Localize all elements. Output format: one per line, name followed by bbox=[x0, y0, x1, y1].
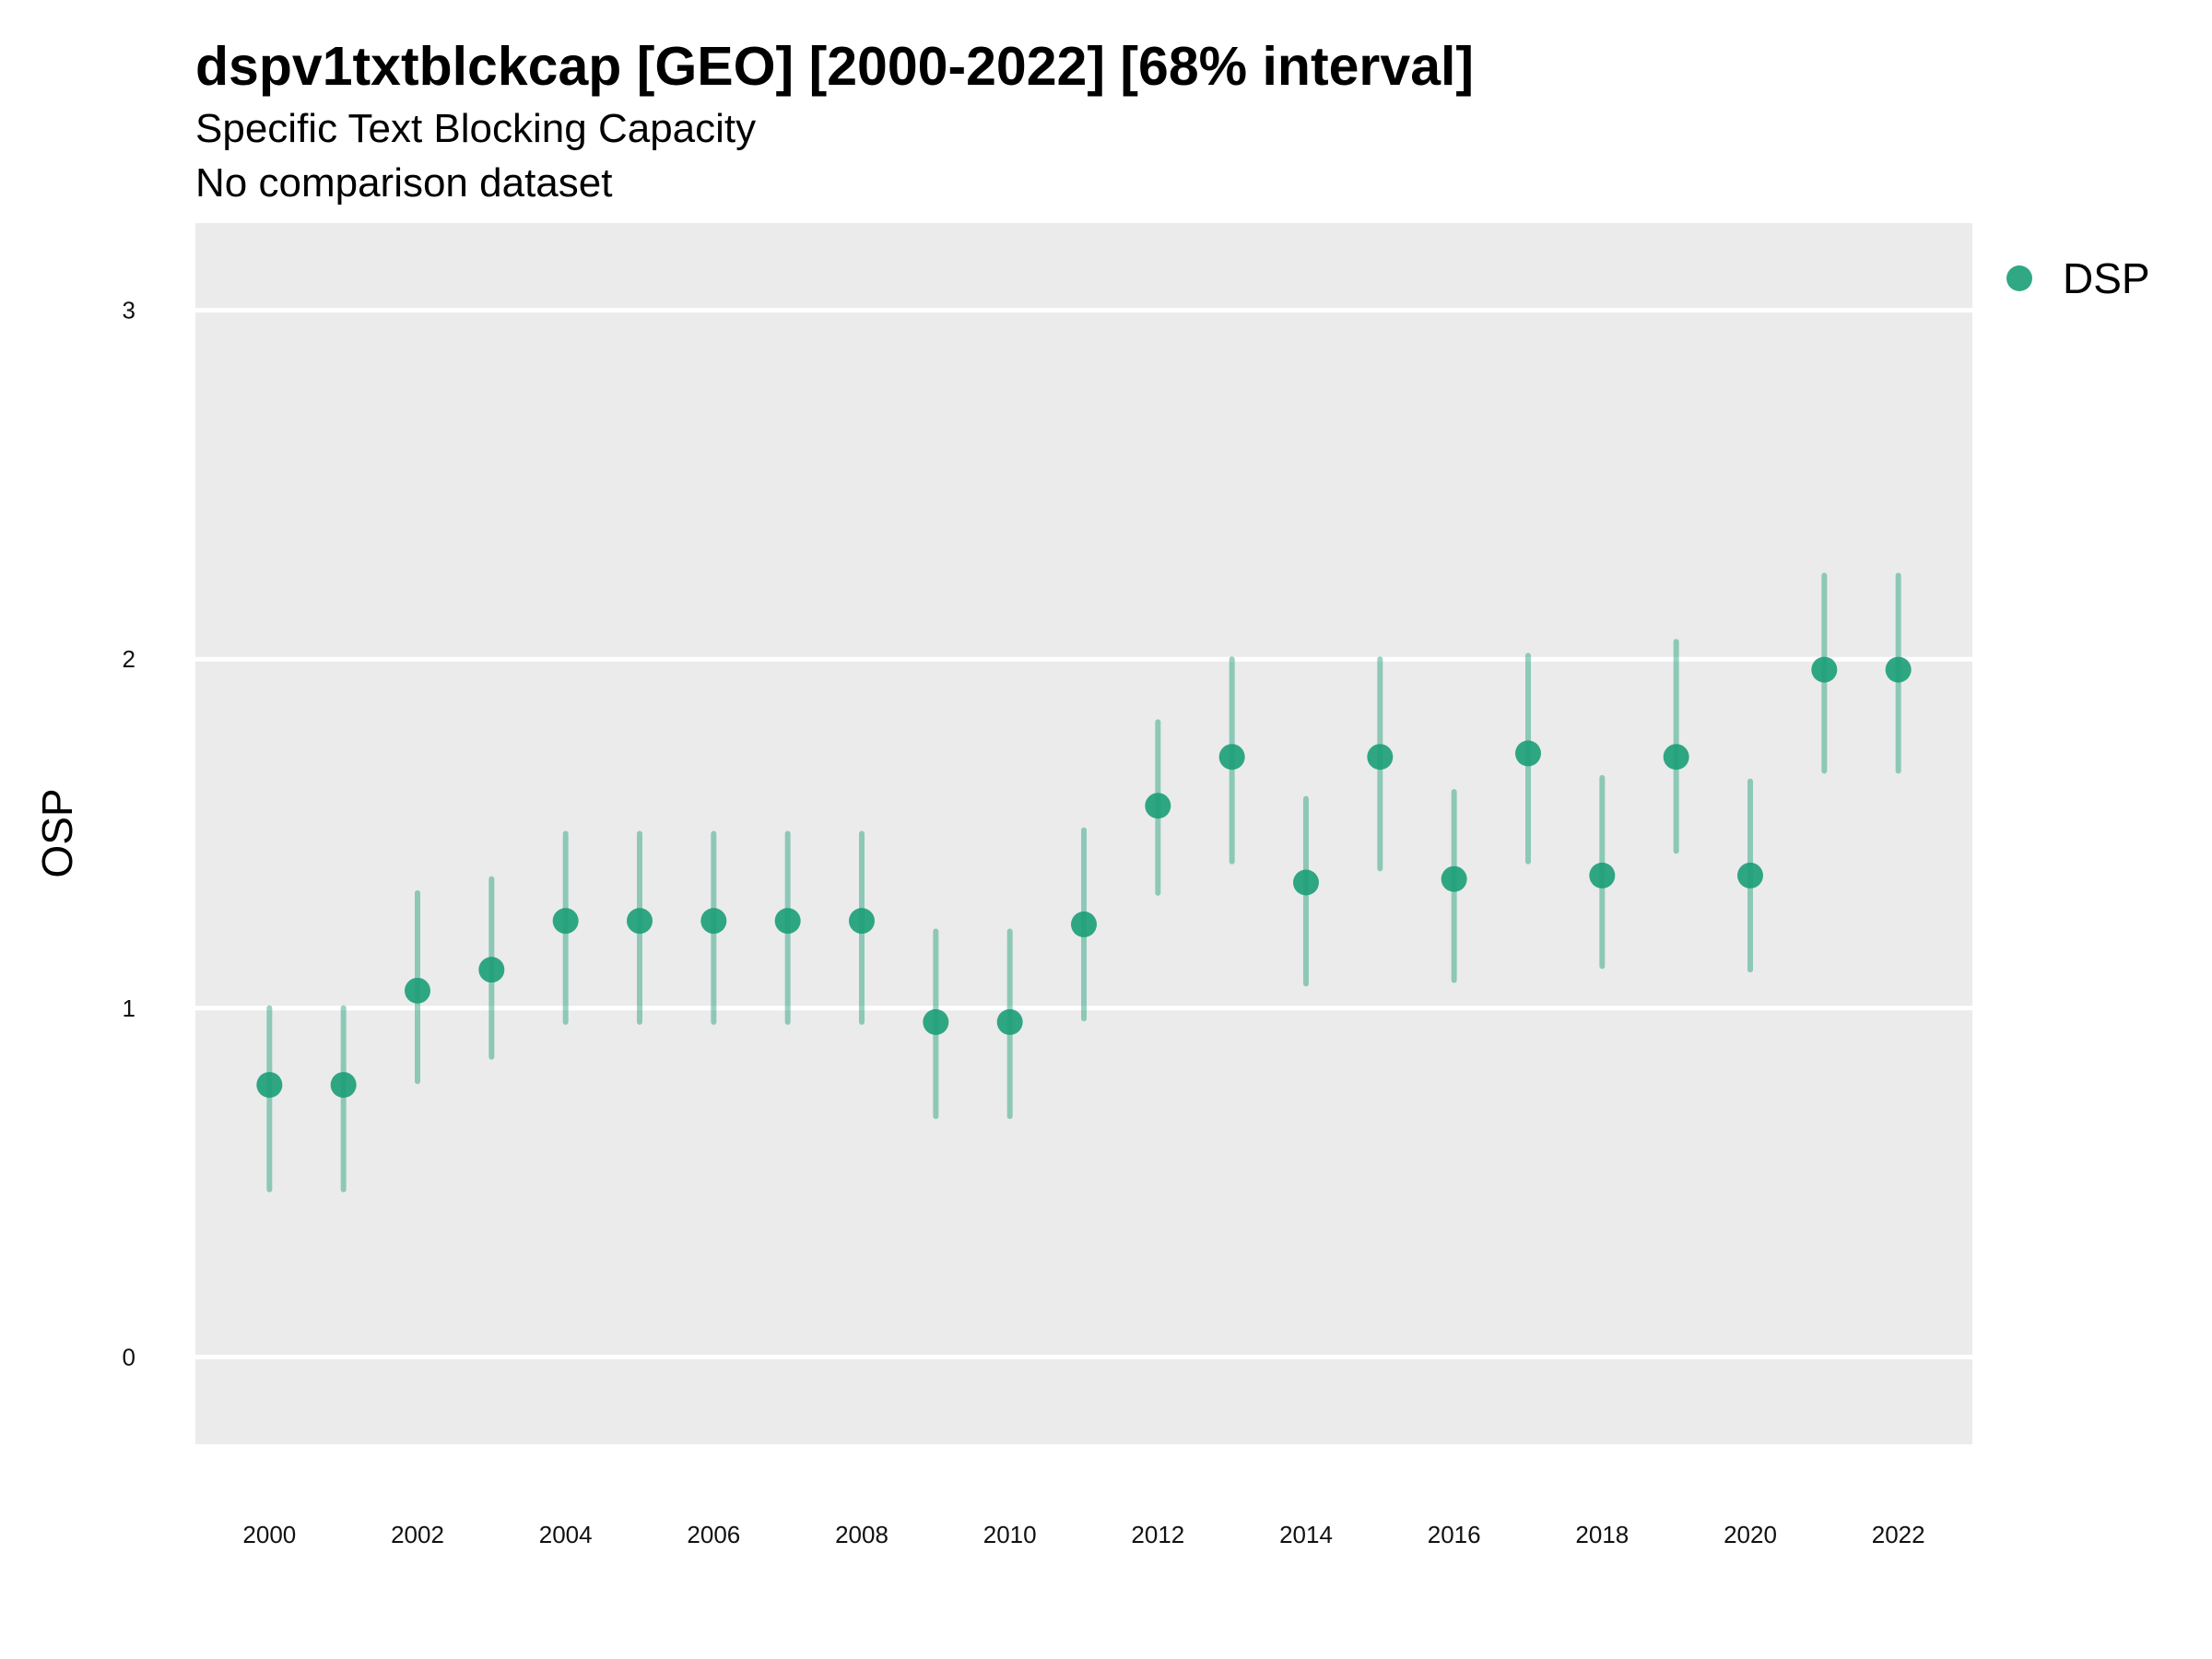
x-tick-label: 2004 bbox=[539, 1521, 593, 1548]
x-tick-label: 2002 bbox=[391, 1521, 444, 1548]
gridlines bbox=[195, 308, 1972, 1359]
data-point bbox=[478, 957, 505, 983]
x-tick-label: 2022 bbox=[1872, 1521, 1925, 1548]
y-tick-label: 1 bbox=[123, 994, 135, 1022]
y-axis-title: OSP bbox=[33, 788, 81, 877]
x-tick-label: 2000 bbox=[242, 1521, 296, 1548]
chart-subtitle: Specific Text Blocking Capacity bbox=[195, 106, 756, 151]
y-tick-label: 3 bbox=[123, 297, 135, 324]
data-point bbox=[700, 908, 727, 935]
data-points bbox=[256, 656, 1912, 1099]
data-point bbox=[552, 908, 579, 935]
legend: DSP bbox=[2006, 254, 2150, 302]
y-tick-label: 2 bbox=[123, 645, 135, 673]
data-point bbox=[1737, 862, 1763, 888]
data-point bbox=[1811, 656, 1838, 683]
data-point bbox=[1293, 869, 1319, 896]
data-point bbox=[1515, 740, 1541, 767]
y-tick-label: 0 bbox=[123, 1343, 135, 1371]
data-point bbox=[849, 908, 875, 935]
legend-label-dsp: DSP bbox=[2063, 254, 2150, 302]
x-tick-label: 2012 bbox=[1131, 1521, 1184, 1548]
data-point bbox=[1367, 744, 1394, 771]
x-tick-label: 2006 bbox=[687, 1521, 740, 1548]
data-point bbox=[996, 1008, 1023, 1035]
chart-title: dspv1txtblckcap [GEO] [2000-2022] [68% i… bbox=[195, 36, 1474, 97]
x-tick-label: 2010 bbox=[983, 1521, 1037, 1548]
plot-panel bbox=[195, 223, 1972, 1444]
x-tick-label: 2016 bbox=[1428, 1521, 1481, 1548]
data-point bbox=[1885, 656, 1912, 683]
data-point bbox=[256, 1072, 283, 1099]
data-point bbox=[330, 1072, 357, 1099]
chart-caption: No comparison dataset bbox=[195, 160, 612, 206]
data-point bbox=[1071, 911, 1097, 937]
x-tick-label: 2008 bbox=[835, 1521, 888, 1548]
data-point bbox=[774, 908, 801, 935]
x-tick-labels: 2000 2002 2004 2006 2008 2010 2012 2014 2016 2018… bbox=[242, 1521, 1924, 1548]
data-point bbox=[1218, 744, 1245, 771]
data-point bbox=[405, 977, 430, 1004]
x-tick-label: 2018 bbox=[1575, 1521, 1629, 1548]
x-tick-label: 2014 bbox=[1279, 1521, 1333, 1548]
legend-key-dsp bbox=[2006, 265, 2032, 291]
data-point bbox=[923, 1008, 949, 1035]
data-point bbox=[1145, 793, 1171, 819]
data-point bbox=[1441, 865, 1467, 892]
data-point bbox=[627, 908, 653, 935]
data-point bbox=[1589, 862, 1616, 888]
y-tick-labels: 0 1 2 3 bbox=[123, 297, 135, 1371]
data-point bbox=[1663, 744, 1689, 771]
x-tick-label: 2020 bbox=[1724, 1521, 1777, 1548]
